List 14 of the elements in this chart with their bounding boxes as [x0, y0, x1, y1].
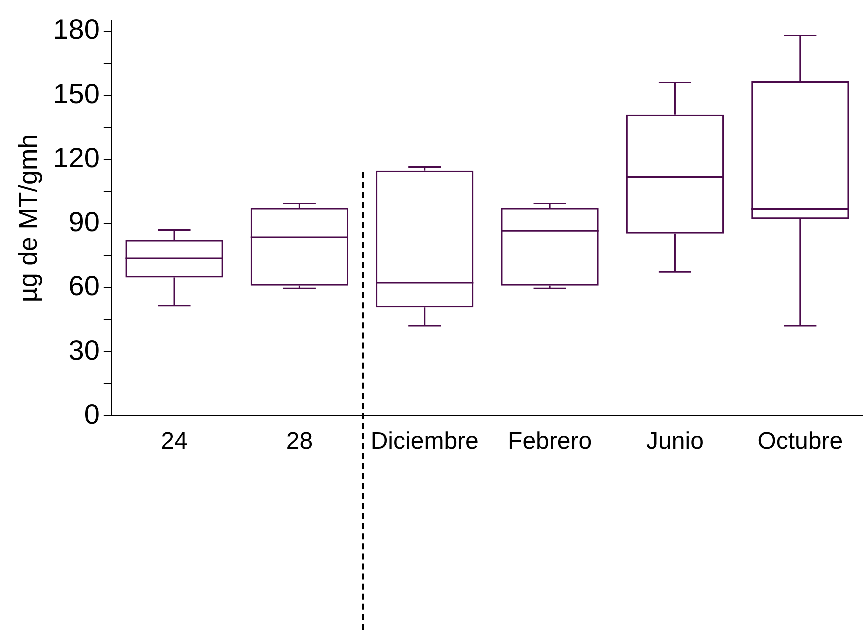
y-tick-label: 180: [53, 14, 100, 46]
x-tick-label: 28: [286, 428, 314, 456]
y-tick-label: 0: [84, 398, 100, 430]
y-tick-label: 30: [68, 334, 100, 366]
x-tick-label: Junio: [646, 428, 704, 456]
x-tick-label: Diciembre: [370, 428, 479, 456]
x-tick-label: 24: [161, 428, 188, 456]
x-tick-label: Octubre: [758, 428, 844, 456]
y-tick-label: 150: [53, 78, 100, 110]
y-tick-label: 90: [68, 206, 100, 238]
y-axis-title: µg de MT/gmh: [12, 134, 43, 303]
y-tick-label: 60: [68, 270, 100, 302]
y-tick-label: 120: [53, 142, 100, 174]
x-tick-label: Febrero: [508, 428, 592, 456]
